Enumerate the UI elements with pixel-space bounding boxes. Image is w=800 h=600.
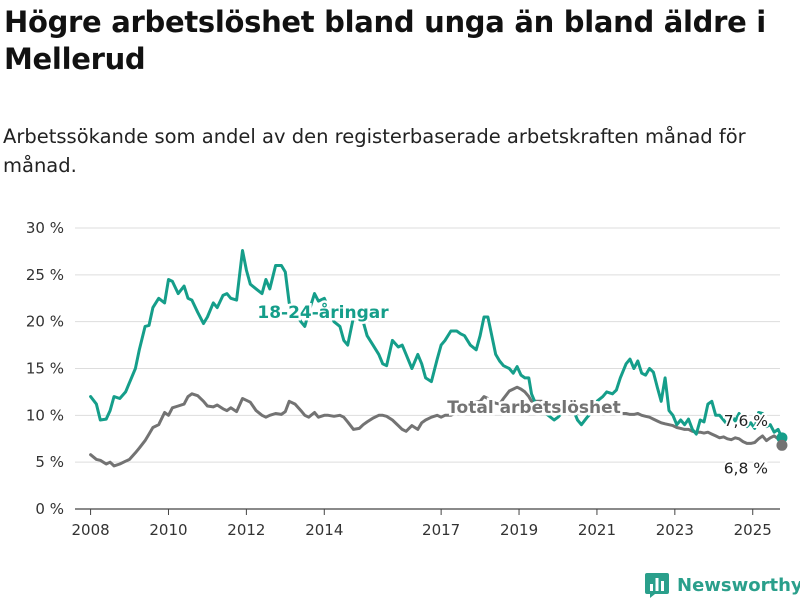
total-end-point <box>776 439 788 451</box>
total-series-label: Total arbetslöshet <box>447 398 621 418</box>
y-tick-label: 5 % <box>35 453 64 471</box>
youth-unemployment-line <box>89 249 784 440</box>
x-tick-label: 2014 <box>305 521 343 539</box>
x-tick-label: 2008 <box>71 521 109 539</box>
brand-name: Newsworthy <box>677 574 800 596</box>
y-tick-label: 10 % <box>26 406 64 424</box>
y-tick-label: 0 % <box>35 500 64 518</box>
y-tick-label: 20 % <box>26 313 64 331</box>
y-tick-label: 30 % <box>26 219 64 237</box>
total-end-label: 6,8 % <box>724 459 768 477</box>
bar-chart-logo-icon <box>645 573 669 598</box>
y-tick-label: 15 % <box>26 360 64 378</box>
x-tick-label: 2019 <box>500 521 538 539</box>
x-tick-label: 2017 <box>422 521 460 539</box>
chart-subtitle: Arbetssökande som andel av den registerb… <box>3 125 746 177</box>
x-tick-label: 2021 <box>578 521 616 539</box>
youth-series-label: 18-24-åringar <box>257 301 389 323</box>
x-tick-label: 2010 <box>149 521 187 539</box>
chart-title: Högre arbetslöshet bland unga än bland ä… <box>4 5 766 76</box>
x-tick-label: 2012 <box>227 521 265 539</box>
youth-end-label: 7,6 % <box>724 412 768 430</box>
x-tick-label: 2023 <box>656 521 694 539</box>
total-unemployment-line <box>89 385 784 468</box>
brand-logo: Newsworthy <box>644 570 800 600</box>
y-tick-label: 25 % <box>26 266 64 284</box>
x-tick-label: 2025 <box>734 521 772 539</box>
